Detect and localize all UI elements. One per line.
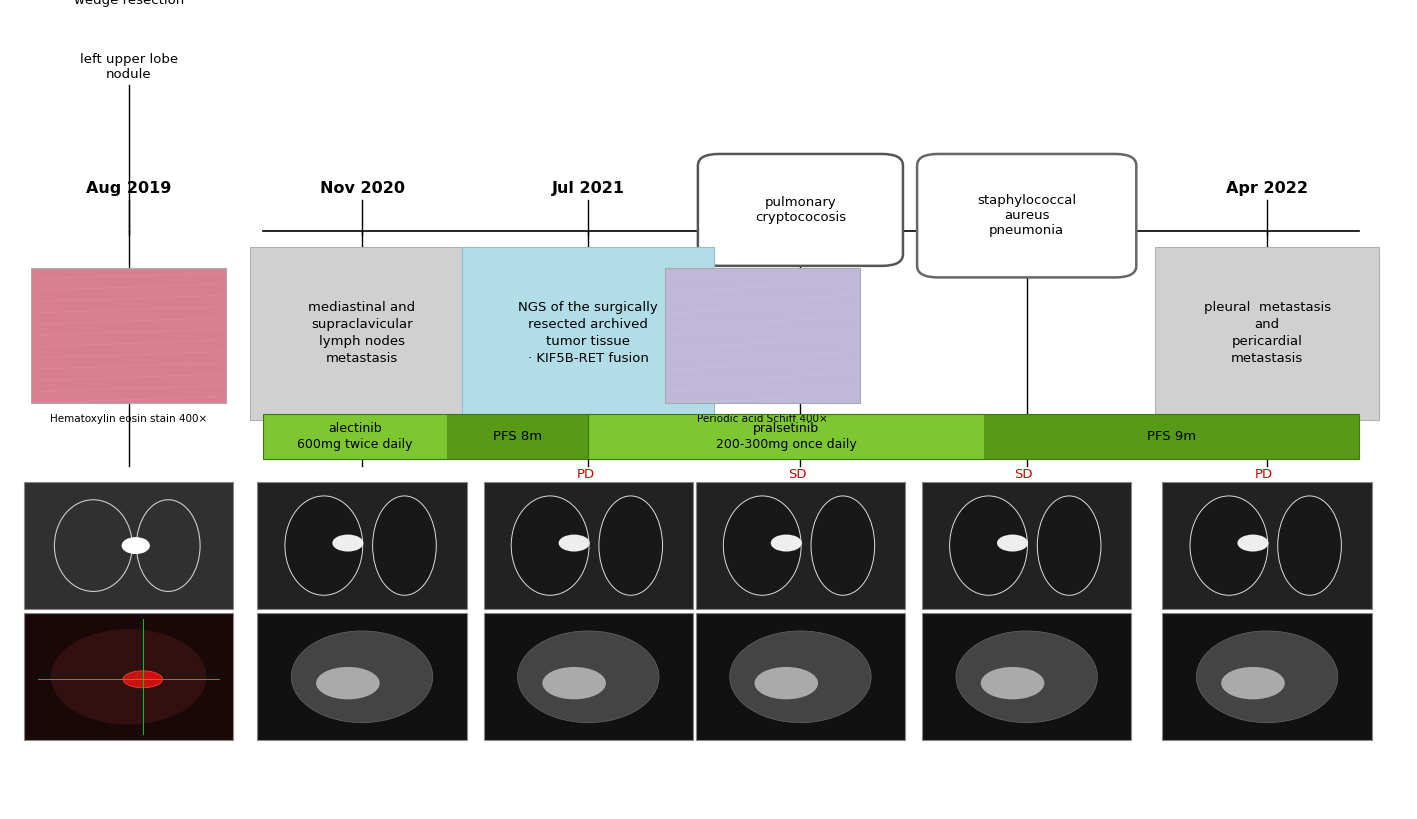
Bar (588, 414, 1359, 459)
Text: NGS of the surgically
resected archived
tumor tissue
· KIF5B-RET fusion: NGS of the surgically resected archived … (519, 301, 657, 365)
Text: PD: PD (577, 468, 595, 481)
Text: left upper lobe
nodule: left upper lobe nodule (79, 52, 177, 80)
Text: PFS 9m: PFS 9m (1148, 430, 1196, 443)
Bar (588, 414, 985, 459)
Ellipse shape (1221, 667, 1285, 699)
Text: alectinib
600mg twice daily: alectinib 600mg twice daily (298, 422, 412, 451)
Ellipse shape (517, 631, 659, 722)
FancyBboxPatch shape (1155, 247, 1379, 420)
FancyBboxPatch shape (699, 154, 903, 266)
Text: Nov 2020: Nov 2020 (319, 181, 404, 197)
Ellipse shape (558, 535, 589, 551)
Text: Aug 2019: Aug 2019 (86, 181, 171, 197)
Bar (483, 482, 693, 609)
FancyBboxPatch shape (251, 247, 473, 420)
Ellipse shape (811, 496, 874, 595)
Ellipse shape (998, 535, 1029, 551)
Ellipse shape (949, 496, 1027, 595)
Bar (922, 482, 1131, 609)
Bar (24, 482, 234, 609)
Bar (264, 414, 446, 459)
Text: pulmonary
cryptococosis: pulmonary cryptococosis (755, 196, 846, 224)
Text: adenocarcinoma
pT2aN0M0: adenocarcinoma pT2aN0M0 (74, 486, 184, 514)
Bar (1162, 613, 1372, 740)
Ellipse shape (1237, 535, 1268, 551)
Ellipse shape (316, 667, 380, 699)
Bar (258, 613, 466, 740)
FancyBboxPatch shape (462, 247, 714, 420)
Text: PD: PD (1255, 468, 1274, 481)
FancyBboxPatch shape (917, 154, 1136, 278)
Text: pralsetinib
200-300mg once daily: pralsetinib 200-300mg once daily (716, 422, 857, 451)
Text: Jul 2021: Jul 2021 (551, 181, 625, 197)
Text: mediastinal and
supraclavicular
lymph nodes
metastasis: mediastinal and supraclavicular lymph no… (309, 301, 415, 365)
Ellipse shape (543, 667, 606, 699)
Ellipse shape (1037, 496, 1101, 595)
Ellipse shape (1190, 496, 1268, 595)
Text: staphylococcal
aureus
pneumonia: staphylococcal aureus pneumonia (978, 194, 1077, 238)
Bar (24, 613, 234, 740)
Bar (31, 268, 227, 403)
Ellipse shape (723, 496, 801, 595)
Ellipse shape (292, 631, 432, 722)
Text: Mar 2022: Mar 2022 (985, 181, 1070, 197)
Ellipse shape (956, 631, 1097, 722)
Ellipse shape (285, 496, 363, 595)
Bar (696, 613, 905, 740)
Ellipse shape (754, 667, 818, 699)
Text: Apr 2022: Apr 2022 (1226, 181, 1308, 197)
Bar (985, 414, 1359, 459)
Bar (922, 613, 1131, 740)
Bar (1162, 482, 1372, 609)
Ellipse shape (123, 671, 163, 688)
Ellipse shape (122, 537, 150, 554)
Ellipse shape (981, 667, 1044, 699)
Ellipse shape (51, 629, 207, 725)
Text: pleural  metastasis
and
pericardial
metastasis: pleural metastasis and pericardial metas… (1203, 301, 1331, 365)
Text: Periodic acid Schiff 400×: Periodic acid Schiff 400× (697, 414, 828, 424)
Bar (483, 613, 693, 740)
Ellipse shape (373, 496, 436, 595)
Bar (264, 414, 588, 459)
Bar (258, 482, 466, 609)
Text: wedge resection: wedge resection (74, 0, 184, 7)
Bar (446, 414, 588, 459)
Ellipse shape (1196, 631, 1338, 722)
Ellipse shape (1278, 496, 1342, 595)
Ellipse shape (771, 535, 802, 551)
Ellipse shape (333, 535, 363, 551)
Text: Hematoxylin eosin stain 400×: Hematoxylin eosin stain 400× (50, 414, 207, 424)
Ellipse shape (730, 631, 871, 722)
Text: SD: SD (788, 468, 806, 481)
Text: Dec 2021: Dec 2021 (758, 181, 842, 197)
Ellipse shape (512, 496, 589, 595)
Bar (665, 268, 860, 403)
Ellipse shape (599, 496, 663, 595)
Bar (696, 482, 905, 609)
Text: PFS 8m: PFS 8m (493, 430, 543, 443)
Text: SD: SD (1015, 468, 1033, 481)
